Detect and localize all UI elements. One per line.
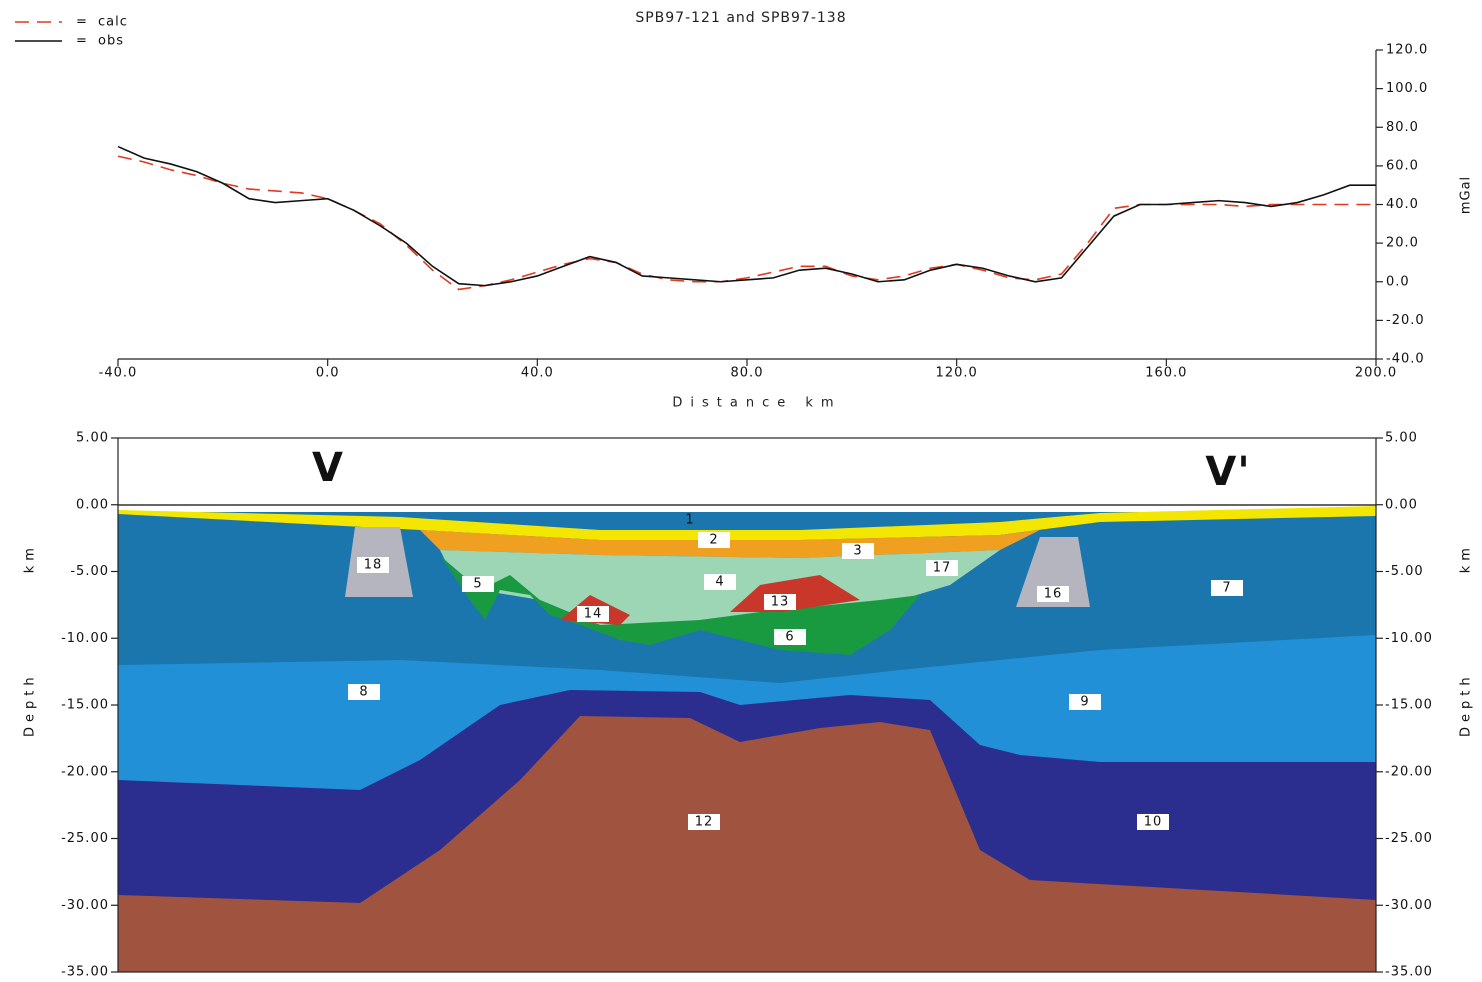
y2-tick-label: -15.00 — [1385, 698, 1433, 713]
x-tick-label: 200.0 — [1355, 366, 1397, 381]
legend-separator: = — [76, 34, 88, 49]
y-tick-label: -5.00 — [70, 564, 109, 579]
annotation: V — [312, 445, 344, 491]
body-label: 8 — [359, 685, 368, 700]
y-tick-label: -30.00 — [61, 898, 109, 913]
series-line — [118, 147, 1376, 286]
x-tick-label: 80.0 — [731, 366, 764, 381]
y2-tick-label: -30.00 — [1385, 898, 1433, 913]
x-tick-label: -40.0 — [99, 366, 138, 381]
y-axis-label: Depth km — [23, 543, 38, 737]
body-label: 4 — [715, 575, 724, 590]
y-tick-label: 0.00 — [76, 497, 109, 512]
y2-tick-label: -20.00 — [1385, 764, 1433, 779]
y-tick-label: -25.00 — [61, 831, 109, 846]
y-tick-label: 40.0 — [1386, 197, 1419, 212]
body-label: 12 — [695, 815, 714, 830]
y-tick-label: -20.00 — [61, 764, 109, 779]
figure: SPB97-121 and SPB97-138-40.00.040.080.01… — [0, 0, 1482, 982]
y-tick-label: 60.0 — [1386, 158, 1419, 173]
body-label: 16 — [1044, 587, 1063, 602]
y-tick-label: 0.0 — [1386, 274, 1410, 289]
y2-tick-label: -35.00 — [1385, 965, 1433, 980]
body-label: 17 — [933, 561, 952, 576]
x-tick-label: 120.0 — [936, 366, 978, 381]
body-label: 2 — [709, 533, 718, 548]
section-bodies — [118, 505, 1376, 972]
y-axis-label: mGal — [1459, 176, 1474, 214]
body-label: 1 — [685, 513, 694, 528]
y2-tick-label: -10.00 — [1385, 631, 1433, 646]
legend-label: obs — [98, 34, 124, 49]
body-label: 5 — [473, 577, 482, 592]
chart-title: SPB97-121 and SPB97-138 — [635, 10, 846, 26]
y2-tick-label: 5.00 — [1385, 431, 1418, 446]
body-label: 18 — [364, 558, 383, 573]
y-tick-label: -10.00 — [61, 631, 109, 646]
body-label: 3 — [853, 544, 862, 559]
y-tick-label: -20.0 — [1386, 313, 1425, 328]
y2-axis-label: Depth km — [1459, 543, 1474, 737]
x-tick-label: 160.0 — [1145, 366, 1187, 381]
legend-label: calc — [98, 15, 128, 30]
y2-tick-label: -25.00 — [1385, 831, 1433, 846]
body-label: 14 — [584, 607, 603, 622]
x-tick-label: 40.0 — [521, 366, 554, 381]
y-tick-label: 80.0 — [1386, 120, 1419, 135]
body-label: 13 — [771, 595, 790, 610]
y-tick-label: 5.00 — [76, 431, 109, 446]
body-label: 6 — [785, 630, 794, 645]
y-tick-label: -40.0 — [1386, 352, 1425, 367]
body-label: 7 — [1222, 581, 1231, 596]
legend-separator: = — [76, 15, 88, 30]
y2-tick-label: 0.00 — [1385, 497, 1418, 512]
x-axis-label: Distance km — [672, 396, 841, 411]
series-line — [118, 156, 1376, 289]
y2-tick-label: -5.00 — [1385, 564, 1424, 579]
y-tick-label: 20.0 — [1386, 236, 1419, 251]
annotation: V' — [1205, 449, 1250, 495]
body-label: 9 — [1080, 695, 1089, 710]
body-label: 10 — [1144, 815, 1163, 830]
x-tick-label: 0.0 — [316, 366, 340, 381]
y-tick-label: 120.0 — [1386, 43, 1428, 58]
y-tick-label: 100.0 — [1386, 81, 1428, 96]
y-tick-label: -15.00 — [61, 698, 109, 713]
y-tick-label: -35.00 — [61, 965, 109, 980]
